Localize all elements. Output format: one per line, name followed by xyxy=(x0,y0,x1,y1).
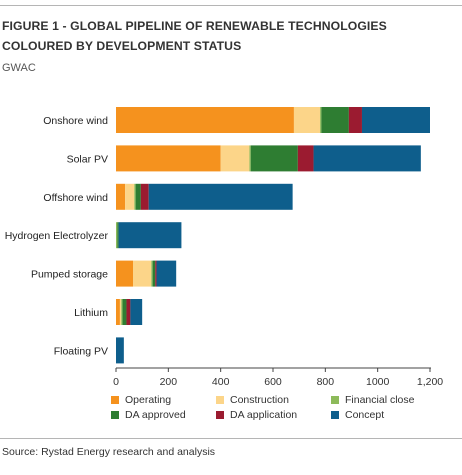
category-label-floating-pv: Floating PV xyxy=(54,345,108,357)
x-tick-label: 600 xyxy=(264,376,282,388)
category-label-onshore-wind: Onshore wind xyxy=(43,115,108,127)
bar-onshore-wind-concept xyxy=(361,107,430,133)
bar-lithium-da-application xyxy=(126,299,131,325)
bar-onshore-wind-construction xyxy=(293,107,321,133)
legend-swatch xyxy=(331,396,339,404)
legend-swatch xyxy=(216,411,224,419)
bar-offshore-wind-da-approved xyxy=(135,183,141,210)
legend-swatch xyxy=(111,396,119,404)
legend-label: DA approved xyxy=(125,409,186,421)
legend-label: Financial close xyxy=(345,394,415,406)
bar-solar-pv-financial-close xyxy=(249,145,251,172)
category-label-hydrogen-electrolyzer: Hydrogen Electrolyzer xyxy=(5,230,109,242)
x-tick-label: 1000 xyxy=(366,376,390,388)
legend-item-financial-close: Financial close xyxy=(331,393,441,407)
bar-pumped-storage-operating xyxy=(116,260,134,287)
bar-solar-pv-construction xyxy=(220,145,250,172)
bar-lithium-concept xyxy=(130,299,143,325)
bar-hydrogen-electrolyzer-da-approved xyxy=(117,222,119,249)
legend: Operating Construction Financial close DA a… xyxy=(111,393,451,422)
source-note: Source: Rystad Energy research and analy… xyxy=(2,446,216,458)
x-ticks: 0 200 400 600 800 1000 1,200 xyxy=(113,368,443,388)
bar-offshore-wind-operating xyxy=(116,183,126,210)
bar-lithium-construction xyxy=(119,299,122,325)
bar-solar-pv-concept xyxy=(313,145,421,172)
bar-pumped-storage-construction xyxy=(133,260,152,287)
bar-pumped-storage-da-approved xyxy=(152,260,156,287)
bar-solar-pv-da-approved xyxy=(250,145,298,172)
x-tick-label: 400 xyxy=(212,376,230,388)
legend-item-da-application: DA application xyxy=(216,408,331,422)
legend-item-operating: Operating xyxy=(111,393,216,407)
bar-onshore-wind-financial-close xyxy=(320,107,322,133)
bar-onshore-wind-operating xyxy=(116,107,294,133)
bar-lithium-operating xyxy=(116,299,120,325)
figure-title: FIGURE 1 - GLOBAL PIPELINE OF RENEWABLE … xyxy=(2,19,387,53)
category-label-solar-pv: Solar PV xyxy=(67,153,108,165)
bar-solar-pv-da-application xyxy=(297,145,314,172)
bar-offshore-wind-financial-close xyxy=(134,183,136,210)
top-rule xyxy=(0,5,462,6)
legend-swatch xyxy=(216,396,224,404)
x-tick-label: 0 xyxy=(113,376,119,388)
legend-item-construction: Construction xyxy=(216,393,331,407)
legend-swatch xyxy=(331,411,339,419)
bar-lithium-financial-close xyxy=(121,299,123,325)
bar-hydrogen-electrolyzer-financial-close xyxy=(116,222,118,249)
bar-pumped-storage-da-application xyxy=(155,260,157,287)
bar-offshore-wind-construction xyxy=(125,183,135,210)
bar-onshore-wind-da-approved xyxy=(321,107,349,133)
legend-item-concept: Concept xyxy=(331,408,441,422)
bar-onshore-wind-da-application xyxy=(348,107,362,133)
bars-group xyxy=(116,107,430,364)
bar-pumped-storage-concept xyxy=(156,260,177,287)
x-tick-label: 200 xyxy=(160,376,178,388)
stacked-bar-chart: Onshore wind Solar PV Offshore wind Hydroge… xyxy=(5,107,443,388)
x-tick-label: 1,200 xyxy=(417,376,443,388)
bar-floating-pv-concept xyxy=(116,337,124,364)
category-label-lithium: Lithium xyxy=(74,307,108,319)
legend-label: Concept xyxy=(345,409,385,421)
bottom-rule xyxy=(0,438,462,439)
category-label-pumped-storage: Pumped storage xyxy=(31,269,108,281)
bar-offshore-wind-concept xyxy=(148,183,293,210)
category-label-offshore-wind: Offshore wind xyxy=(43,192,108,204)
bar-pumped-storage-financial-close xyxy=(151,260,153,287)
bar-offshore-wind-da-application xyxy=(140,183,149,210)
unit-label: GWAC xyxy=(2,62,36,74)
bar-hydrogen-electrolyzer-concept xyxy=(118,222,182,249)
legend-label: DA application xyxy=(230,409,298,421)
category-labels: Onshore wind Solar PV Offshore wind Hydroge… xyxy=(5,115,109,357)
bar-lithium-da-approved xyxy=(122,299,127,325)
bar-solar-pv-operating xyxy=(116,145,221,172)
legend-item-da-approved: DA approved xyxy=(111,408,216,422)
legend-label: Construction xyxy=(230,394,289,406)
legend-label: Operating xyxy=(125,394,172,406)
legend-swatch xyxy=(111,411,119,419)
x-tick-label: 800 xyxy=(317,376,335,388)
